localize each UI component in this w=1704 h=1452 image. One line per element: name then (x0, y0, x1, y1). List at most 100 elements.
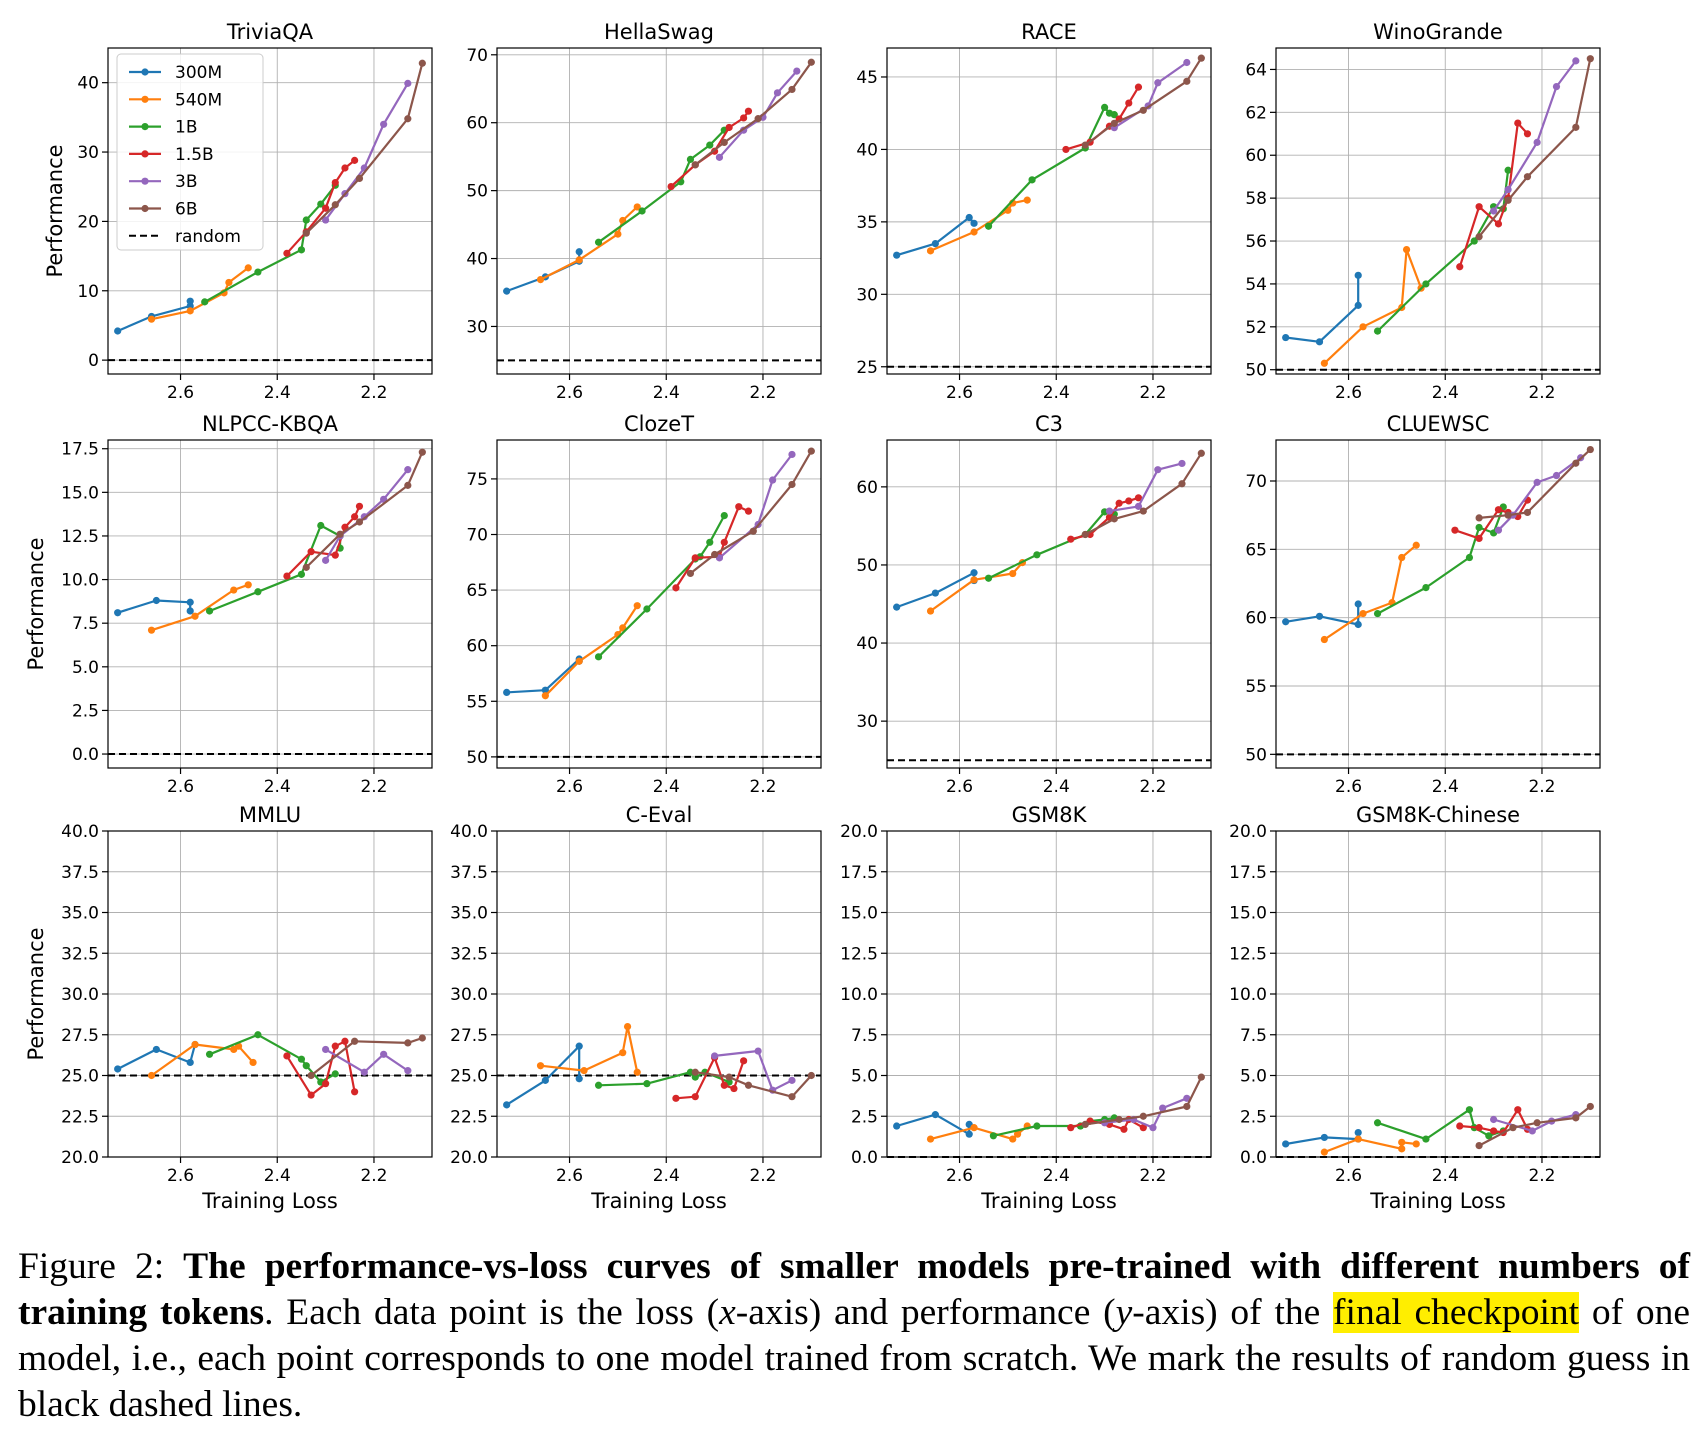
legend-label-random: random (175, 227, 241, 247)
x-axis-label: Training Loss (1369, 1189, 1506, 1213)
data-point-300M (893, 251, 901, 259)
data-point-1.5B (735, 503, 743, 511)
series-line-300M (1285, 275, 1360, 343)
y-tick-label: 10 (77, 282, 99, 302)
data-point-540M (249, 1058, 257, 1067)
data-point-1.5B (351, 156, 359, 164)
data-point-3B (1490, 1115, 1498, 1124)
series-line-3B (1104, 1097, 1188, 1129)
y-tick-label: 32.5 (61, 944, 99, 964)
panel-title: C-Eval (626, 803, 693, 827)
y-tick-label: 0.0 (1240, 1148, 1267, 1168)
x-tick-label: 2.4 (1432, 1166, 1459, 1186)
data-point-540M (926, 1135, 935, 1143)
plot-frame (886, 439, 1212, 769)
series-line-1B (597, 129, 726, 244)
data-point-6B (1197, 1073, 1205, 1081)
data-point-3B (1178, 459, 1186, 468)
series-line-3B (325, 1048, 409, 1074)
data-point-300M (503, 688, 511, 696)
data-point-3B (1528, 1127, 1536, 1135)
panel-title: C3 (1035, 412, 1063, 436)
plot-frame (1275, 439, 1601, 769)
series-line-300M (506, 657, 581, 694)
y-tick-label: 65 (1245, 540, 1267, 560)
data-point-6B (351, 1037, 359, 1045)
data-point-300M (186, 598, 194, 606)
caption-text-2: -axis) and performance ( (735, 1292, 1116, 1333)
data-point-6B (1081, 1120, 1089, 1128)
x-tick-label: 2.2 (749, 1166, 776, 1186)
y-tick-label: 30 (856, 285, 878, 305)
data-point-1B (1465, 1106, 1474, 1114)
series-line-1B (988, 510, 1115, 580)
data-point-1.5B (1062, 145, 1070, 154)
series-line-3B (714, 1049, 793, 1092)
data-point-1B (205, 607, 214, 615)
panel-title: TriviaQA (226, 20, 314, 44)
data-point-1.5B (672, 1094, 680, 1102)
data-point-1B (984, 222, 993, 230)
x-tick-label: 2.2 (1528, 777, 1555, 797)
y-tick-label: 70 (466, 46, 488, 66)
series-line-1B (1377, 1108, 1504, 1141)
y-tick-label: 70 (1245, 472, 1267, 492)
plot-frame (107, 439, 433, 769)
data-point-540M (926, 247, 935, 255)
data-point-300M (152, 596, 160, 605)
legend-marker-1B (141, 123, 149, 131)
y-tick-label: 30 (856, 712, 878, 732)
data-point-1B (594, 1081, 603, 1089)
data-point-300M (1354, 1128, 1362, 1137)
data-point-1B (331, 1070, 339, 1078)
y-tick-label: 0.0 (72, 745, 99, 765)
x-tick-label: 2.4 (1043, 1166, 1070, 1186)
data-point-6B (404, 115, 412, 123)
data-point-6B (725, 1073, 733, 1081)
y-tick-label: 10.0 (61, 571, 99, 591)
data-point-1.5B (331, 178, 339, 187)
data-point-3B (788, 1076, 796, 1084)
data-point-3B (1183, 1094, 1191, 1102)
data-point-3B (711, 1052, 719, 1060)
series-line-6B (1084, 57, 1203, 146)
data-point-1B (1422, 280, 1430, 288)
x-tick-label: 2.4 (1043, 383, 1070, 403)
data-point-6B (418, 59, 426, 67)
panel-cluewsc: 2.6 2.4 2.2 50 55 60 65 70 CLUEWSC (1245, 412, 1601, 797)
data-point-540M (147, 315, 156, 323)
data-point-300M (186, 297, 194, 305)
data-point-300M (1320, 1133, 1328, 1142)
data-point-6B (307, 1071, 315, 1080)
data-point-540M (633, 203, 641, 211)
data-point-6B (1178, 480, 1186, 488)
data-point-3B (1105, 507, 1114, 515)
x-tick-label: 2.6 (556, 1166, 583, 1186)
data-point-1.5B (355, 502, 364, 510)
data-point-6B (744, 1081, 753, 1089)
y-tick-label: 65 (466, 581, 488, 601)
y-tick-label: 2.5 (851, 1107, 878, 1127)
x-tick-label: 2.4 (264, 383, 291, 403)
data-point-1B (706, 538, 714, 546)
y-tick-label: 17.5 (1229, 863, 1267, 883)
legend: 300M 540M 1B 1.5B 3B 6B random (116, 53, 264, 251)
y-tick-label: 7.5 (72, 614, 99, 634)
data-point-1.5B (725, 123, 733, 132)
plot-frame (886, 47, 1212, 375)
data-point-1B (254, 268, 262, 276)
legend-label-1B: 1B (175, 118, 197, 138)
data-point-1B (1373, 1119, 1382, 1127)
series-line-300M (117, 1044, 197, 1070)
y-tick-label: 50 (856, 556, 878, 576)
data-point-540M (1009, 1135, 1017, 1143)
x-tick-label: 2.6 (167, 777, 194, 797)
x-tick-label: 2.6 (1335, 777, 1362, 797)
y-tick-label: 54 (1245, 275, 1267, 295)
figure-grid: 2.6 2.4 2.2010203040TriviaQAPerformance300… (24, 20, 1601, 1213)
data-point-6B (749, 527, 757, 535)
x-tick-label: 2.4 (653, 383, 680, 403)
data-point-540M (147, 1071, 156, 1080)
data-point-1B (989, 1132, 997, 1140)
data-point-300M (931, 1111, 939, 1119)
